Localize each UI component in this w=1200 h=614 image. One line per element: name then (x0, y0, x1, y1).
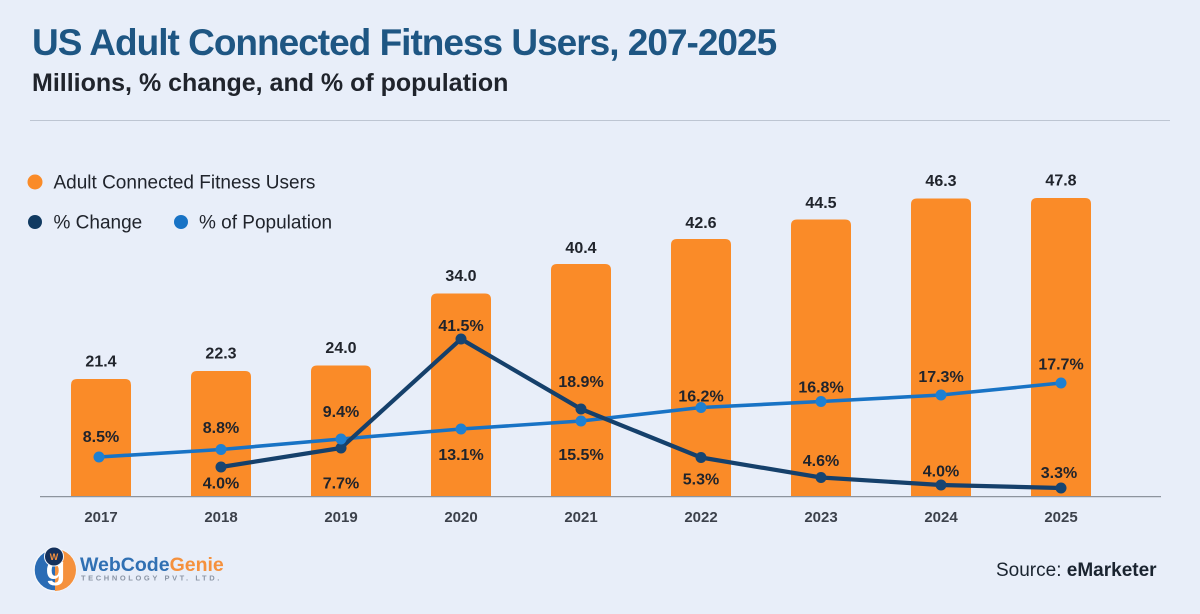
svg-text:2024: 2024 (924, 509, 958, 526)
svg-text:24.0: 24.0 (325, 340, 356, 357)
svg-text:4.6%: 4.6% (803, 453, 839, 470)
svg-text:18.9%: 18.9% (558, 374, 603, 391)
svg-text:15.5%: 15.5% (558, 447, 603, 464)
svg-text:22.3: 22.3 (205, 346, 236, 363)
svg-text:% of Population: % of Population (199, 213, 332, 234)
svg-text:2018: 2018 (204, 509, 237, 526)
svg-text:W: W (50, 552, 59, 562)
svg-text:2019: 2019 (324, 509, 357, 526)
svg-text:7.7%: 7.7% (323, 476, 359, 493)
svg-text:Adult Connected Fitness Users: Adult Connected Fitness Users (54, 173, 316, 194)
svg-text:34.0: 34.0 (445, 268, 476, 285)
svg-text:2022: 2022 (684, 509, 717, 526)
svg-text:13.1%: 13.1% (438, 447, 483, 464)
svg-text:44.5: 44.5 (805, 195, 836, 212)
svg-text:16.8%: 16.8% (798, 380, 843, 397)
svg-text:2020: 2020 (444, 509, 477, 526)
svg-text:47.8: 47.8 (1045, 173, 1076, 190)
svg-text:41.5%: 41.5% (438, 318, 483, 335)
svg-text:4.0%: 4.0% (923, 464, 959, 481)
svg-text:17.7%: 17.7% (1038, 357, 1083, 374)
svg-text:8.8%: 8.8% (203, 420, 239, 437)
svg-text:WebCodeGenie: WebCodeGenie (80, 554, 224, 576)
svg-text:17.3%: 17.3% (918, 369, 963, 386)
svg-text:US Adult Connected Fitness Use: US Adult Connected Fitness Users, 207-20… (32, 22, 777, 63)
svg-text:2021: 2021 (564, 509, 597, 526)
svg-text:40.4: 40.4 (565, 240, 596, 257)
svg-text:42.6: 42.6 (685, 215, 716, 232)
svg-text:2025: 2025 (1044, 509, 1077, 526)
svg-text:5.3%: 5.3% (683, 472, 719, 489)
svg-text:TECHNOLOGY PVT. LTD.: TECHNOLOGY PVT. LTD. (81, 574, 222, 583)
svg-text:2023: 2023 (804, 509, 837, 526)
svg-text:% Change: % Change (54, 213, 143, 234)
svg-text:9.4%: 9.4% (323, 404, 359, 421)
svg-text:16.2%: 16.2% (678, 389, 723, 406)
svg-text:Millions, % change, and % of p: Millions, % change, and % of population (32, 69, 508, 97)
svg-text:4.0%: 4.0% (203, 476, 239, 493)
svg-text:46.3: 46.3 (925, 173, 956, 190)
svg-text:Source: eMarketer: Source: eMarketer (996, 560, 1157, 581)
svg-text:21.4: 21.4 (85, 354, 116, 371)
svg-text:8.5%: 8.5% (83, 429, 119, 446)
svg-text:3.3%: 3.3% (1041, 465, 1077, 482)
svg-text:2017: 2017 (84, 509, 117, 526)
